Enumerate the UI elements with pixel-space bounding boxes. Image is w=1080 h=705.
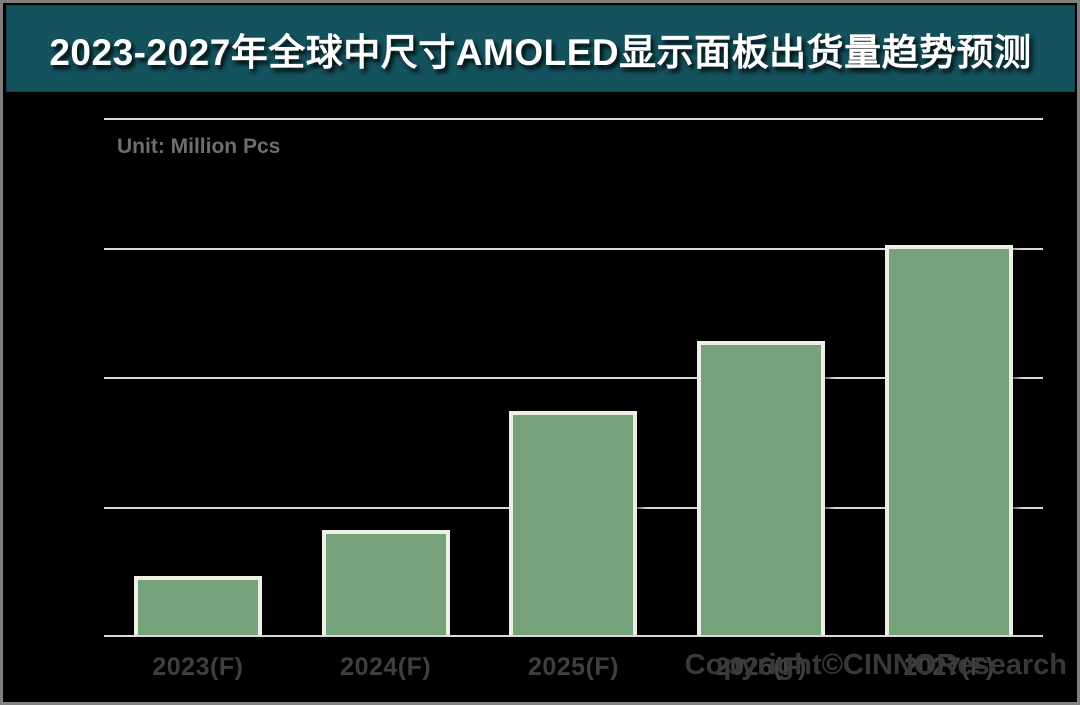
x-axis-label: 2024(F) xyxy=(340,653,432,681)
bar-slot-2024(F) xyxy=(292,118,480,636)
gridline xyxy=(104,247,1043,250)
bar-slot-2026(F) xyxy=(667,118,855,636)
gridline xyxy=(104,377,1043,379)
bar-slot-2025(F) xyxy=(480,118,668,636)
bars-container xyxy=(104,118,1043,636)
bar-slot-2023(F) xyxy=(104,118,292,636)
bar-2026(F) xyxy=(697,340,826,636)
gridline xyxy=(104,118,1043,120)
x-axis-label: 2025(F) xyxy=(527,653,620,681)
chart-title: 2023-2027年全球中尺寸AMOLED显示面板出货量趋势预测 xyxy=(49,31,1032,73)
x-axis-label: 2026(F) xyxy=(715,653,807,681)
x-axis-label: 2023(F) xyxy=(152,653,244,681)
bar-slot-2027(F) xyxy=(855,118,1043,636)
title-banner: 2023-2027年全球中尺寸AMOLED显示面板出货量趋势预测 xyxy=(6,5,1075,92)
x-axis-labels: 2023(F) 2024(F) 2025(F) 2026(F) 2027(F) xyxy=(104,653,1043,682)
unit-label: Unit: Million Pcs xyxy=(117,135,281,158)
bar-2023(F) xyxy=(133,576,262,636)
bar-2025(F) xyxy=(509,410,638,636)
x-axis-line xyxy=(104,635,1043,637)
bar-2024(F) xyxy=(321,529,450,636)
bar-2027(F) xyxy=(885,244,1014,636)
x-axis-label: 2027(F) xyxy=(903,653,995,681)
plot-area: Unit: Million Pcs xyxy=(104,118,1043,637)
copyright-watermark: Copyright©CINNOResearch xyxy=(684,649,1067,681)
